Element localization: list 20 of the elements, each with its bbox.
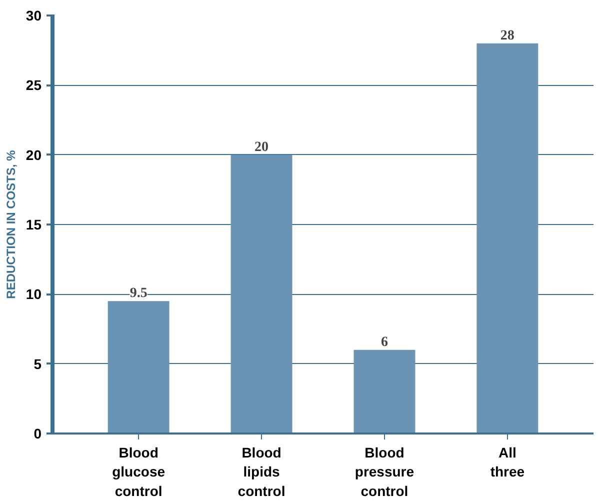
y-tick-label: 10 bbox=[26, 286, 42, 302]
y-tick-label: 25 bbox=[26, 77, 42, 94]
x-tick-label: Blood pressure control bbox=[354, 444, 414, 499]
data-label: 28 bbox=[500, 28, 514, 44]
y-tick-label: 15 bbox=[26, 216, 42, 232]
y-tick-label: 0 bbox=[34, 426, 42, 442]
data-label: 20 bbox=[254, 140, 269, 155]
data-label: 6 bbox=[380, 334, 388, 350]
bar bbox=[230, 154, 292, 434]
bar bbox=[476, 43, 538, 434]
y-tick-label: 30 bbox=[26, 8, 42, 24]
bar bbox=[354, 350, 416, 434]
y-axis-title: REDUCTION IN COSTS, % bbox=[4, 150, 18, 299]
y-tick-label: 20 bbox=[26, 146, 42, 163]
bar bbox=[108, 301, 170, 434]
x-tick-label: All three bbox=[490, 444, 525, 480]
y-tick-label: 5 bbox=[34, 356, 42, 372]
x-tick-label: Blood lipids control bbox=[238, 444, 286, 499]
data-label: 9.5 bbox=[130, 286, 148, 302]
x-tick-label: Blood glucose control bbox=[112, 444, 166, 499]
